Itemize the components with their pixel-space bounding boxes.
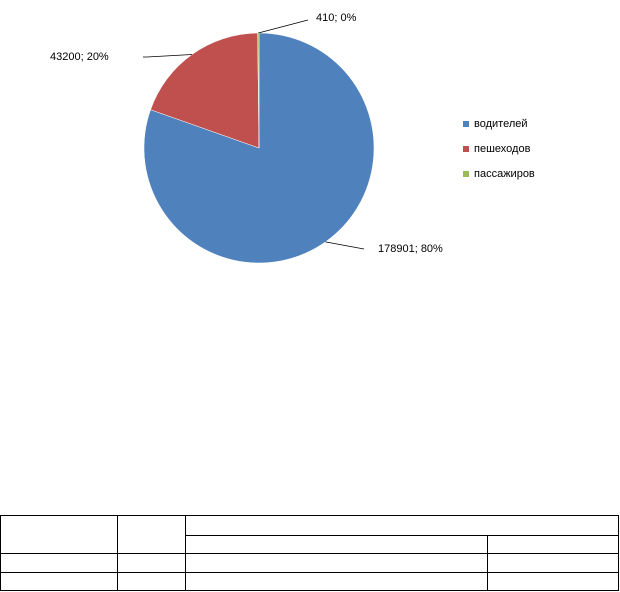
table-cell	[117, 515, 186, 554]
leader-line	[143, 54, 193, 58]
table-cell	[117, 553, 186, 573]
table-cell	[0, 515, 118, 554]
data-label: 410; 0%	[316, 12, 357, 24]
table-cell	[185, 535, 488, 554]
data-label: 178901; 80%	[378, 243, 443, 255]
table-cell	[117, 572, 186, 591]
table-cell	[185, 515, 619, 536]
data-label: 43200; 20%	[50, 51, 109, 63]
legend-swatch	[463, 146, 469, 152]
legend-label: пассажиров	[474, 168, 535, 180]
legend-label: пешеходов	[474, 143, 531, 155]
leader-line	[325, 241, 365, 250]
table-cell	[0, 572, 118, 591]
table-cell	[487, 535, 619, 554]
table-cell	[487, 572, 619, 591]
table-cell	[185, 572, 488, 591]
chart: 178901; 80% 43200; 20% 410; 0% водителей пеш…	[50, 0, 555, 266]
legend-swatch	[463, 121, 469, 127]
legend-swatch	[463, 171, 469, 177]
table-cell	[0, 553, 118, 573]
table	[0, 515, 619, 591]
table-cell	[185, 553, 488, 573]
legend-label: водителей	[474, 118, 528, 130]
table-cell	[487, 553, 619, 573]
leader-line	[258, 19, 309, 34]
